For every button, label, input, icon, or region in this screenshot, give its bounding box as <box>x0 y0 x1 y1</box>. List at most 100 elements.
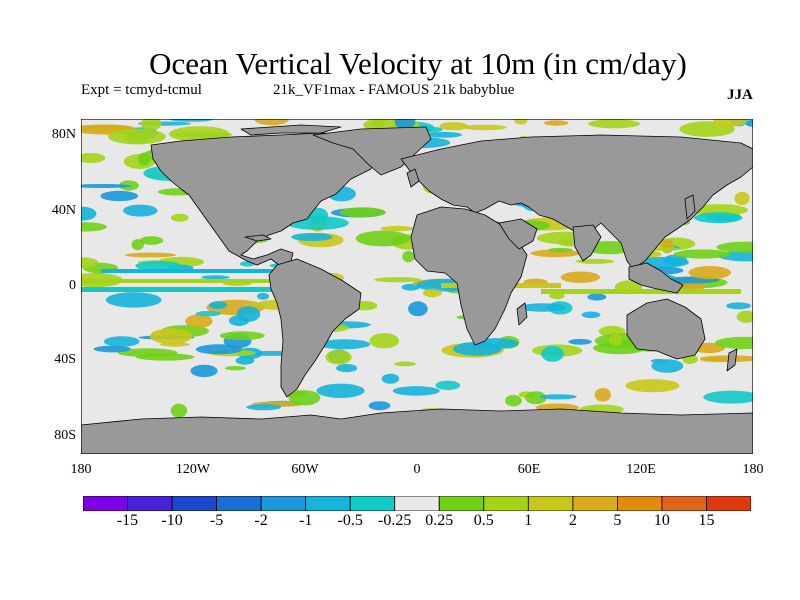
velocity-patch <box>381 373 400 384</box>
velocity-patch <box>694 212 743 224</box>
velocity-patch <box>519 303 567 312</box>
velocity-patch <box>423 288 442 298</box>
velocity-patch <box>374 277 422 283</box>
velocity-patch <box>514 119 528 125</box>
velocity-patch <box>355 230 411 247</box>
greenland <box>312 126 432 176</box>
colorbar-tick-label: 2 <box>568 512 577 529</box>
cuba <box>244 234 272 242</box>
velocity-patch <box>159 342 190 347</box>
velocity-patch <box>568 338 592 345</box>
colorbar-swatch <box>305 495 351 512</box>
velocity-patch <box>408 301 428 317</box>
velocity-patch <box>392 386 440 396</box>
run-label: 21k_VF1max - FAMOUS 21k babyblue <box>273 82 515 98</box>
velocity-patch <box>123 204 158 217</box>
africa <box>410 206 528 346</box>
velocity-patch <box>714 336 753 350</box>
lon-label-60e: 60E <box>517 462 541 477</box>
velocity-patch <box>560 271 601 283</box>
velocity-patch <box>539 394 577 400</box>
velocity-patch <box>650 358 668 364</box>
lat-label-40n: 40N <box>51 203 76 218</box>
lon-label-120e: 120E <box>626 462 656 477</box>
velocity-patch <box>235 356 255 365</box>
velocity-patch <box>117 348 178 358</box>
velocity-patch <box>587 119 641 129</box>
colorbar-tick-label: 0.5 <box>473 512 494 529</box>
velocity-patch <box>170 403 188 418</box>
velocity-patch <box>81 257 99 269</box>
velocity-patch <box>368 401 391 411</box>
colorbar-swatch <box>82 495 128 512</box>
velocity-patch <box>525 391 547 405</box>
colorbar <box>82 495 752 512</box>
velocity-patch <box>369 333 400 349</box>
lat-label-40s: 40S <box>54 352 76 367</box>
velocity-patch <box>660 239 674 254</box>
colorbar-swatch <box>661 495 707 512</box>
velocity-patch <box>543 120 569 126</box>
velocity-patch <box>713 119 747 127</box>
velocity-patch <box>208 301 227 309</box>
colorbar-swatch <box>394 495 440 512</box>
velocity-patch <box>254 119 290 126</box>
velocity-patch <box>402 250 415 263</box>
velocity-patch <box>81 206 97 221</box>
colorbar-tick-label: -2 <box>254 512 268 529</box>
velocity-patch <box>673 249 731 259</box>
velocity-patch <box>688 266 732 280</box>
colorbar-swatch <box>349 495 396 512</box>
velocity-patch <box>317 339 371 350</box>
velocity-patch <box>547 247 573 253</box>
arctic-islands <box>240 124 342 136</box>
velocity-patch <box>139 236 164 245</box>
velocity-patch <box>201 275 230 280</box>
colorbar-swatch <box>706 495 752 512</box>
colorbar-swatch <box>438 495 485 512</box>
colorbar-swatch <box>260 495 307 512</box>
experiment-label: Expt = tcmyd-tcmul <box>81 82 202 98</box>
land-masses <box>81 124 753 454</box>
antarctica <box>81 408 753 454</box>
velocity-patch <box>246 404 282 411</box>
velocity-patch <box>581 311 601 319</box>
velocity-patch <box>380 225 414 232</box>
velocity-patch <box>140 119 162 131</box>
season-label: JJA <box>727 87 753 103</box>
velocity-patch <box>170 213 189 222</box>
colorbar-tick-label: -5 <box>209 512 224 529</box>
velocity-patch <box>185 314 213 328</box>
velocity-patch <box>190 364 218 378</box>
velocity-patch <box>288 390 321 406</box>
lat-label-equator: 0 <box>69 278 76 293</box>
velocity-patch <box>105 292 162 308</box>
colorbar-swatch <box>127 495 173 512</box>
velocity-patch <box>124 252 177 258</box>
velocity-patch <box>435 380 461 390</box>
velocity-patch <box>703 390 753 404</box>
colorbar-tick-label: -0.5 <box>337 512 363 529</box>
colorbar-tick-label: 15 <box>698 512 715 529</box>
arabia <box>498 218 538 250</box>
colorbar-tick-label: -10 <box>161 512 183 529</box>
velocity-band <box>541 289 741 294</box>
india <box>572 224 602 262</box>
velocity-patch <box>93 345 132 353</box>
lon-label-60w: 60W <box>291 462 319 477</box>
velocity-patch <box>195 310 221 317</box>
lat-label-80s: 80S <box>54 428 76 443</box>
map-title: Ocean Vertical Velocity at 10m (in cm/da… <box>149 46 687 81</box>
velocity-patch <box>401 283 420 291</box>
velocity-patch <box>100 190 139 202</box>
velocity-patch <box>745 119 753 127</box>
velocity-patch <box>236 306 261 322</box>
velocity-patch <box>174 131 233 138</box>
world-map <box>81 119 753 454</box>
velocity-patch <box>394 119 416 129</box>
velocity-band <box>101 269 301 273</box>
colorbar-tick-label: -15 <box>116 512 139 529</box>
colorbar-tick-label: 0.25 <box>425 512 454 529</box>
velocity-band <box>81 287 321 292</box>
madagascar <box>516 302 528 326</box>
